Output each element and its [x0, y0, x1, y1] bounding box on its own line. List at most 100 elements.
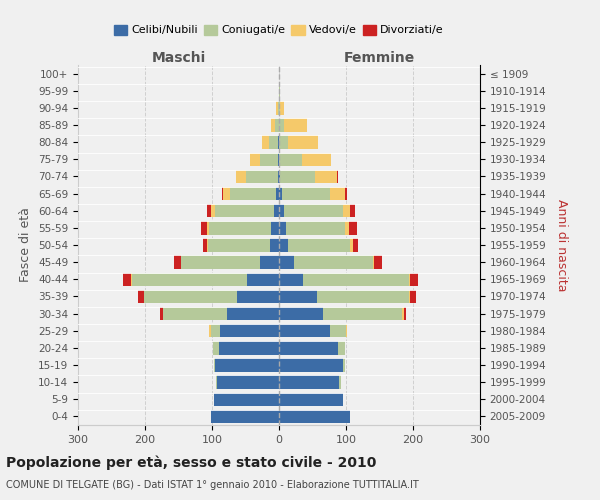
Bar: [410, 290, 416, 303]
Bar: [211, 324, 220, 338]
Bar: [245, 170, 278, 183]
Bar: [220, 324, 279, 338]
Bar: [131, 272, 247, 286]
Bar: [236, 170, 245, 183]
Text: Femmine: Femmine: [344, 51, 415, 65]
Bar: [344, 221, 349, 234]
Bar: [163, 307, 227, 320]
Bar: [214, 358, 215, 372]
Bar: [275, 187, 279, 200]
Bar: [230, 187, 275, 200]
Bar: [373, 256, 374, 269]
Text: Maschi: Maschi: [151, 51, 206, 65]
Bar: [215, 358, 279, 372]
Bar: [209, 324, 211, 338]
Bar: [222, 187, 223, 200]
Text: COMUNE DI TELGATE (BG) - Dati ISTAT 1° gennaio 2010 - Elaborazione TUTTITALIA.IT: COMUNE DI TELGATE (BG) - Dati ISTAT 1° g…: [6, 480, 419, 490]
Bar: [279, 136, 289, 149]
Bar: [279, 307, 323, 320]
Bar: [218, 341, 279, 354]
Bar: [289, 238, 350, 252]
Bar: [278, 136, 279, 149]
Bar: [208, 238, 269, 252]
Bar: [353, 238, 358, 252]
Bar: [323, 307, 402, 320]
Bar: [215, 204, 274, 218]
Bar: [279, 341, 338, 354]
Bar: [260, 256, 279, 269]
Bar: [279, 324, 330, 338]
Bar: [315, 170, 337, 183]
Bar: [350, 204, 355, 218]
Bar: [402, 307, 404, 320]
Bar: [279, 272, 303, 286]
Bar: [278, 101, 279, 114]
Bar: [247, 272, 279, 286]
Bar: [201, 221, 206, 234]
Bar: [181, 256, 260, 269]
Bar: [269, 136, 278, 149]
Y-axis label: Anni di nascita: Anni di nascita: [555, 198, 568, 291]
Bar: [409, 290, 410, 303]
Bar: [214, 392, 279, 406]
Bar: [294, 256, 373, 269]
Legend: Celibi/Nubili, Coniugati/e, Vedovi/e, Divorziati/e: Celibi/Nubili, Coniugati/e, Vedovi/e, Di…: [110, 20, 448, 40]
Bar: [338, 341, 344, 354]
Bar: [277, 101, 278, 114]
Bar: [217, 376, 279, 389]
Bar: [344, 187, 347, 200]
Bar: [330, 324, 346, 338]
Bar: [279, 238, 289, 252]
Bar: [281, 187, 330, 200]
Bar: [279, 187, 281, 200]
Bar: [211, 410, 279, 423]
Y-axis label: Fasce di età: Fasce di età: [19, 208, 32, 282]
Bar: [346, 324, 347, 338]
Bar: [278, 152, 279, 166]
Bar: [279, 358, 343, 372]
Bar: [271, 221, 279, 234]
Bar: [211, 204, 215, 218]
Bar: [278, 170, 279, 183]
Bar: [279, 170, 280, 183]
Bar: [123, 272, 131, 286]
Bar: [262, 136, 269, 149]
Bar: [337, 170, 338, 183]
Bar: [260, 152, 278, 166]
Bar: [209, 221, 271, 234]
Bar: [279, 101, 280, 114]
Bar: [350, 238, 353, 252]
Bar: [286, 221, 344, 234]
Bar: [206, 221, 209, 234]
Bar: [206, 204, 211, 218]
Bar: [279, 84, 280, 98]
Bar: [303, 272, 409, 286]
Bar: [284, 118, 307, 132]
Bar: [279, 376, 340, 389]
Bar: [269, 238, 279, 252]
Bar: [214, 341, 218, 354]
Bar: [280, 170, 315, 183]
Bar: [271, 118, 275, 132]
Bar: [302, 152, 331, 166]
Bar: [410, 272, 418, 286]
Bar: [279, 221, 286, 234]
Text: Popolazione per età, sesso e stato civile - 2010: Popolazione per età, sesso e stato civil…: [6, 456, 376, 470]
Bar: [279, 118, 284, 132]
Bar: [275, 118, 279, 132]
Bar: [343, 358, 344, 372]
Bar: [143, 290, 238, 303]
Bar: [203, 238, 206, 252]
Bar: [279, 410, 350, 423]
Bar: [284, 204, 343, 218]
Bar: [223, 187, 230, 200]
Bar: [343, 204, 350, 218]
Bar: [238, 290, 279, 303]
Bar: [227, 307, 279, 320]
Bar: [279, 256, 294, 269]
Bar: [317, 290, 409, 303]
Bar: [250, 152, 260, 166]
Bar: [280, 101, 284, 114]
Bar: [206, 238, 208, 252]
Bar: [404, 307, 406, 320]
